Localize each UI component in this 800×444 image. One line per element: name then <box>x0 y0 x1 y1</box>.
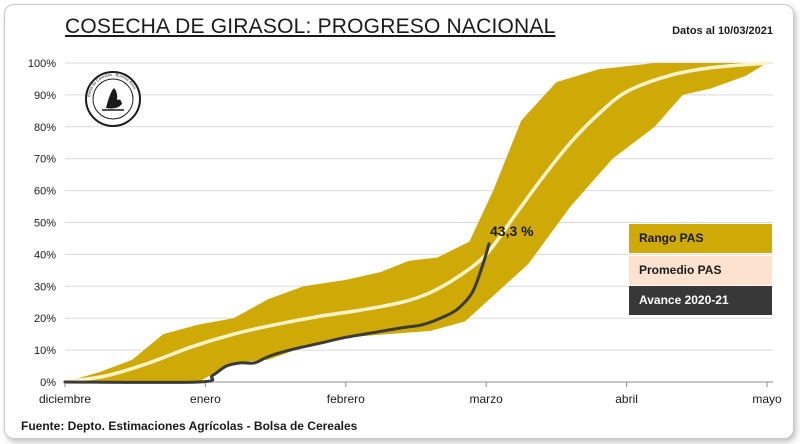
x-tick-label: enero <box>190 392 221 406</box>
y-tick-label: 60% <box>34 186 56 198</box>
advance-end-label: 43,3 % <box>490 223 534 239</box>
y-tick-label: 10% <box>34 345 56 357</box>
legend-item-avance: Avance 2020-21 <box>629 286 772 315</box>
legend-item-rango: Rango PAS <box>629 224 772 253</box>
bolsa-de-cereales-seal-icon: Bolsa de Cereales - Buenos Aires <box>85 71 141 127</box>
legend-item-promedio: Promedio PAS <box>629 256 772 285</box>
y-tick-label: 50% <box>34 218 56 230</box>
y-tick-label: 20% <box>34 313 56 325</box>
chart-plot: 0% 10% 20% 30% 40% 50% 60% 70% 80% 90% 100% diciemb… <box>28 58 782 406</box>
y-tick-label: 30% <box>34 281 56 293</box>
source-note: Fuente: Depto. Estimaciones Agrícolas - … <box>21 419 358 433</box>
chart-card: COSECHA DE GIRASOL: PROGRESO NACIONAL Da… <box>4 4 794 439</box>
x-tick-label: mayo <box>752 392 782 406</box>
y-tick-label: 80% <box>34 122 56 134</box>
average-line <box>63 61 769 384</box>
x-tick-label: febrero <box>327 392 365 406</box>
y-tick-label: 40% <box>34 249 56 261</box>
chart-title: COSECHA DE GIRASOL: PROGRESO NACIONAL <box>65 15 556 38</box>
x-tick-label: marzo <box>470 392 504 406</box>
date-note: Datos al 10/03/2021 <box>672 25 773 37</box>
advance-line <box>63 242 491 384</box>
range-band <box>65 63 767 382</box>
y-tick-label: 70% <box>34 154 56 166</box>
x-tick-label: abril <box>615 392 638 406</box>
x-tick-label: diciembre <box>39 392 91 406</box>
y-tick-label: 90% <box>34 90 56 102</box>
y-tick-label: 100% <box>28 58 56 70</box>
y-tick-label: 0% <box>40 377 56 389</box>
